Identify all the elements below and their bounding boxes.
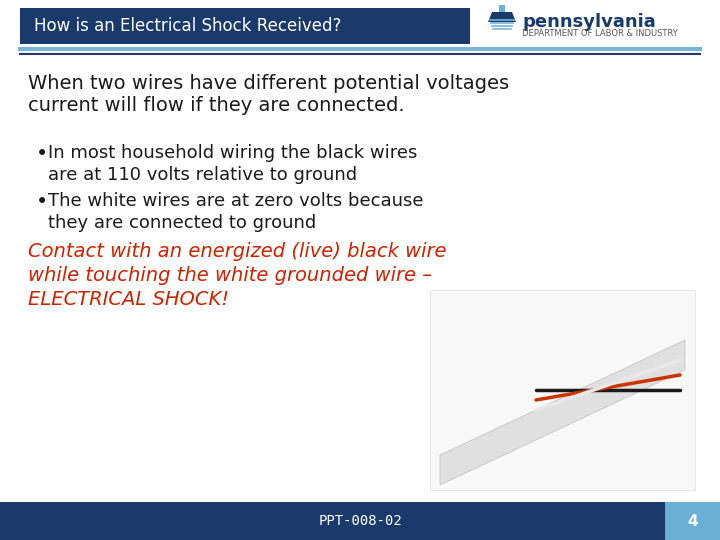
Text: When two wires have different potential voltages: When two wires have different potential … [28, 74, 509, 93]
Polygon shape [440, 340, 685, 485]
Text: DEPARTMENT OF LABOR & INDUSTRY: DEPARTMENT OF LABOR & INDUSTRY [522, 30, 678, 38]
Text: 4: 4 [687, 514, 698, 529]
Bar [430, 290, 695, 490]
Text: are at 110 volts relative to ground: are at 110 volts relative to ground [48, 166, 357, 184]
Bar [0, 502, 720, 540]
Bar [665, 502, 720, 540]
Text: while touching the white grounded wire –: while touching the white grounded wire – [28, 266, 432, 285]
Bar [499, 5, 505, 12]
Text: ELECTRICAL SHOCK!: ELECTRICAL SHOCK! [28, 290, 229, 309]
Text: •: • [36, 144, 48, 164]
Text: How is an Electrical Shock Received?: How is an Electrical Shock Received? [34, 17, 341, 35]
Text: In most household wiring the black wires: In most household wiring the black wires [48, 144, 418, 162]
Text: they are connected to ground: they are connected to ground [48, 214, 316, 232]
Bar [20, 8, 470, 44]
Text: Contact with an energized (live) black wire: Contact with an energized (live) black w… [28, 242, 446, 261]
Text: The white wires are at zero volts because: The white wires are at zero volts becaus… [48, 192, 423, 210]
Text: •: • [36, 192, 48, 212]
Text: current will flow if they are connected.: current will flow if they are connected. [28, 96, 405, 115]
Text: pennsylvania: pennsylvania [522, 13, 656, 31]
Text: PPT-008-02: PPT-008-02 [318, 514, 402, 528]
Polygon shape [488, 12, 516, 22]
